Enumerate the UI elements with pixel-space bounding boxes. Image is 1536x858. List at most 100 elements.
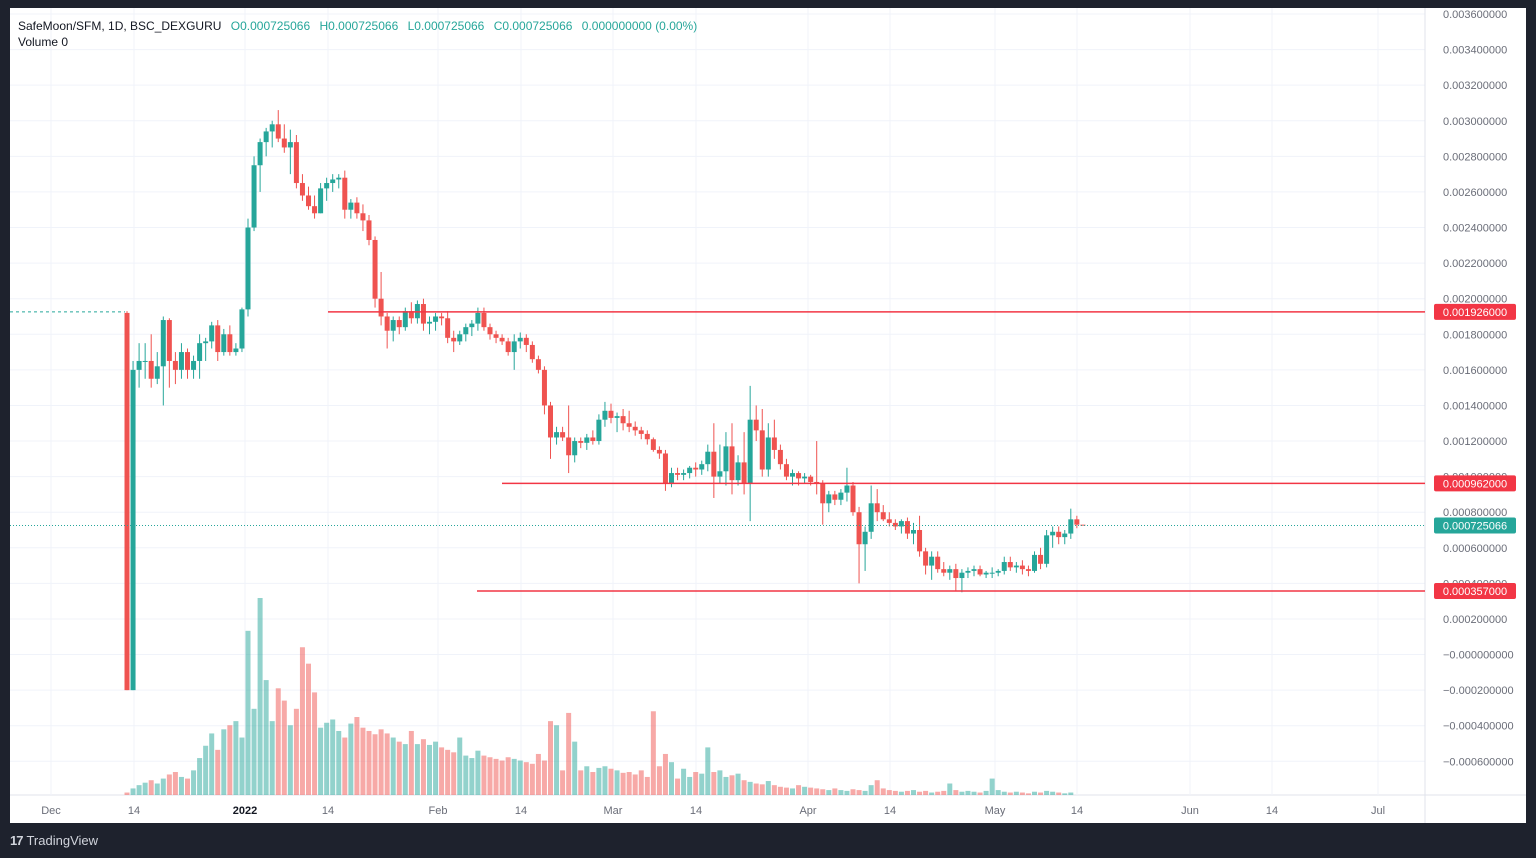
volume-bar <box>705 747 711 795</box>
candle-down <box>977 569 983 575</box>
volume-bar <box>499 760 505 795</box>
volume-bar <box>977 792 983 795</box>
candle-down <box>1074 519 1080 525</box>
candle-down <box>1019 565 1025 570</box>
candle-up <box>251 165 257 228</box>
candle-up <box>511 341 517 353</box>
volume-bar <box>711 772 717 795</box>
volume-bar <box>1044 790 1050 795</box>
volume-bar <box>669 762 674 795</box>
y-tick-label: 0.000800000 <box>1443 507 1507 519</box>
volume-bar <box>777 786 783 795</box>
volume-bar <box>293 708 299 795</box>
level-price-label: 0.001926000 <box>1443 307 1507 319</box>
volume-bar <box>136 785 142 795</box>
candle-up <box>402 311 408 328</box>
level-price-label: 0.000357000 <box>1443 586 1507 598</box>
candlestick-chart[interactable]: 0.003600000 0.003400000 0.003200000 0.00300… <box>10 8 1526 823</box>
volume-bar <box>390 737 396 795</box>
candle-down <box>487 327 493 335</box>
volume-bar <box>838 790 844 795</box>
volume-bar <box>517 760 523 795</box>
candle-down <box>656 449 662 454</box>
volume-bar <box>886 790 892 795</box>
candle-up <box>178 352 184 370</box>
volume-bar <box>675 778 681 795</box>
change-value: 0.000000000 (0.00%) <box>581 19 698 33</box>
volume-bar <box>590 772 596 795</box>
volume-bar <box>487 757 493 795</box>
volume-bar <box>475 750 481 795</box>
volume-bar <box>693 772 699 795</box>
volume-bar <box>953 790 959 795</box>
volume-bar <box>166 774 172 795</box>
volume-bar <box>874 780 880 795</box>
volume-label: Volume <box>18 35 59 49</box>
chart-area[interactable]: 0.003600000 0.003400000 0.003200000 0.00300… <box>10 8 1526 823</box>
candle-up <box>336 177 342 180</box>
candle-down <box>953 569 959 579</box>
candle-up <box>898 521 904 527</box>
candle-up <box>717 471 723 477</box>
x-tick-label: 14 <box>690 805 702 817</box>
y-tick-label: 0.002200000 <box>1443 258 1507 270</box>
candle-up <box>868 503 874 532</box>
volume-bar <box>572 741 578 795</box>
candle-up <box>197 343 203 361</box>
candle-down <box>148 360 154 379</box>
volume-bar <box>735 773 741 795</box>
candle-down <box>935 556 941 570</box>
candle-up <box>699 464 705 470</box>
level-price-tag <box>1434 475 1516 492</box>
candle-up <box>263 131 269 143</box>
volume-bar <box>402 744 408 795</box>
candle-down <box>275 124 281 139</box>
candle-down <box>608 410 614 418</box>
volume-bar <box>245 630 251 795</box>
volume-bar <box>941 790 947 795</box>
volume-bar <box>1056 792 1062 795</box>
candle-up <box>929 556 935 566</box>
volume-bar <box>741 780 747 795</box>
candle-down <box>662 453 668 484</box>
candle-up <box>1062 533 1068 538</box>
candle-down <box>215 325 221 353</box>
tradingview-logo-icon: 17 <box>10 833 24 848</box>
candle-down <box>523 337 529 345</box>
volume-bar <box>662 753 668 795</box>
candle-down <box>172 360 178 370</box>
x-tick-label: Jul <box>1371 805 1385 817</box>
x-tick-label: May <box>985 805 1006 817</box>
candle-up <box>245 227 251 310</box>
candle-up <box>130 369 136 691</box>
volume-bar <box>348 723 354 795</box>
x-tick-label: 14 <box>884 805 896 817</box>
candle-down <box>923 551 929 566</box>
x-tick-label: 14 <box>1071 805 1083 817</box>
candle-up <box>826 494 832 504</box>
candle-up <box>596 419 602 442</box>
volume-bar <box>620 772 626 795</box>
volume-bar <box>947 783 953 795</box>
candle-down <box>535 359 541 370</box>
volume-bar <box>790 788 795 795</box>
candle-up <box>838 492 844 500</box>
candle-up <box>687 467 693 474</box>
volume-bar <box>203 745 209 795</box>
volume-bar <box>130 788 136 795</box>
volume-bar <box>493 758 499 795</box>
y-tick-label: −0.000400000 <box>1443 721 1514 733</box>
x-tick-label: 14 <box>1266 805 1278 817</box>
candle-down <box>850 485 856 513</box>
volume-bar <box>384 733 390 795</box>
volume-bar <box>541 760 547 795</box>
volume-bar <box>856 790 862 795</box>
tradingview-brand[interactable]: 17 TradingView <box>10 833 98 848</box>
candle-up <box>723 446 729 472</box>
volume-bar <box>650 711 656 795</box>
volume-bar <box>656 766 662 795</box>
candle-up <box>457 334 463 342</box>
candle-down <box>396 320 402 328</box>
candle-down <box>832 494 838 500</box>
candle-up <box>765 437 771 470</box>
